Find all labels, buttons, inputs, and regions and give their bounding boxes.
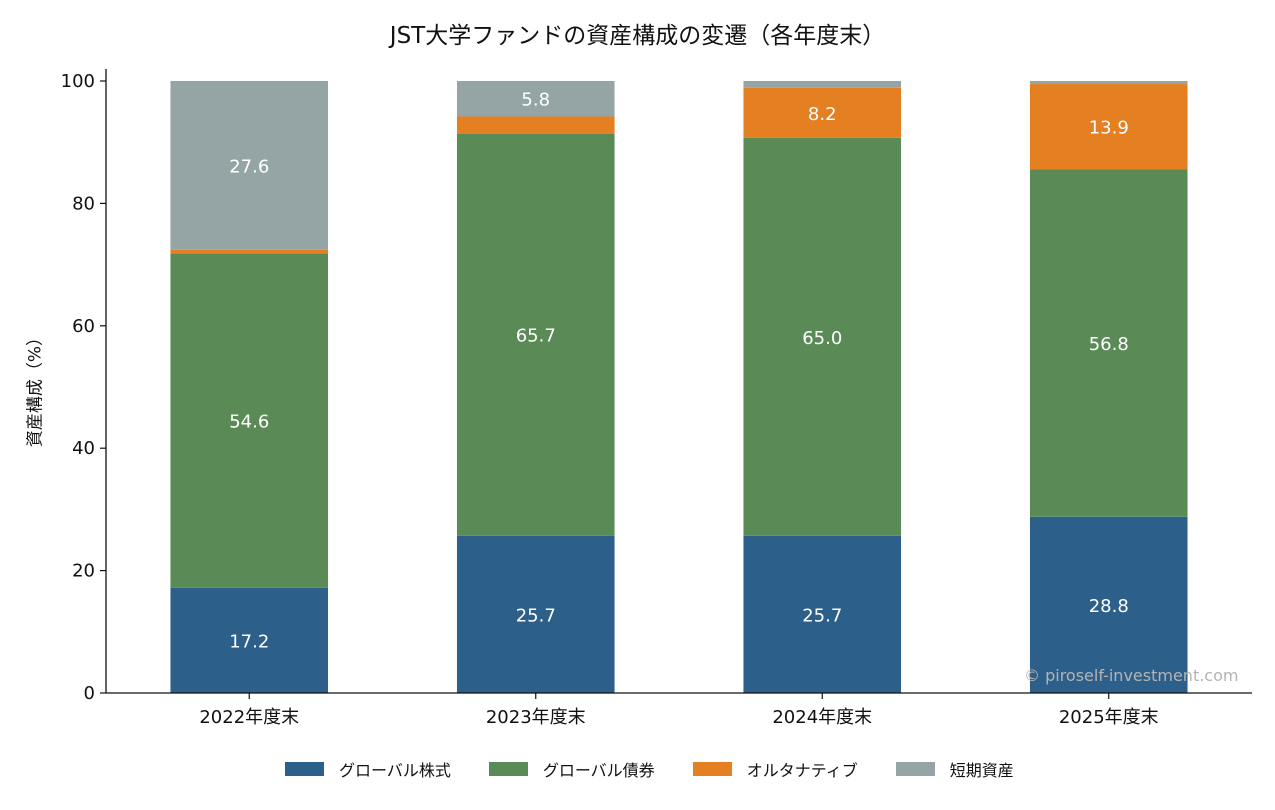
y-tick-label: 0 — [84, 683, 95, 704]
data-label: 17.2 — [229, 631, 269, 652]
legend-item: 短期資産 — [895, 757, 1014, 781]
legend-label: グローバル債券 — [542, 761, 655, 780]
y-tick-label: 80 — [72, 193, 95, 214]
data-label: 54.6 — [229, 412, 269, 433]
bar-segment — [456, 81, 615, 117]
legend-label: グローバル株式 — [339, 761, 451, 780]
bar-segment — [170, 249, 329, 254]
data-label: 56.8 — [1089, 334, 1129, 355]
legend-item: オルタナティブ — [692, 757, 858, 781]
bar-segment — [743, 535, 902, 693]
y-tick-label: 60 — [72, 316, 95, 337]
x-tick-label: 2023年度末 — [486, 707, 586, 728]
x-tick-label: 2024年度末 — [772, 707, 872, 728]
y-tick-label: 40 — [72, 438, 95, 459]
bar-segment — [456, 535, 615, 693]
bar-segment — [743, 87, 902, 138]
legend-item: グローバル債券 — [488, 757, 655, 781]
bar-segment — [170, 81, 329, 250]
bar-segment — [456, 133, 615, 536]
data-label: 27.6 — [229, 156, 269, 177]
data-label: 65.7 — [516, 326, 556, 347]
data-label: 5.8 — [521, 90, 550, 111]
bar-segment — [170, 253, 329, 588]
watermark: © piroself-investment.com — [1024, 666, 1239, 685]
y-tick-label: 20 — [72, 561, 95, 582]
legend-label: オルタナティブ — [746, 761, 858, 780]
data-label: 65.0 — [802, 328, 842, 349]
legend: グローバル株式 グローバル債券 オルタナティブ 短期資産 — [285, 758, 1014, 780]
bar-segment — [170, 587, 329, 693]
legend-swatch — [895, 762, 935, 776]
bar-segment — [1029, 81, 1188, 85]
bar-segment — [743, 137, 902, 536]
data-label: 13.9 — [1089, 118, 1129, 139]
data-label: 25.7 — [802, 605, 842, 626]
data-label: 28.8 — [1089, 596, 1129, 617]
x-tick-label: 2025年度末 — [1059, 707, 1159, 728]
data-label: 8.2 — [808, 104, 837, 125]
chart-title: JST大学ファンドの資産構成の変遷（各年度末） — [389, 23, 886, 49]
data-label: 25.7 — [516, 605, 556, 626]
bar-segment — [456, 116, 615, 134]
legend-swatch — [692, 762, 732, 776]
y-tick-label: 100 — [61, 71, 95, 92]
legend-swatch — [285, 762, 324, 776]
bar-segment — [1029, 84, 1188, 170]
bar-segment — [743, 81, 902, 88]
legend-item: グローバル株式 — [285, 757, 451, 781]
bar-segment — [1029, 516, 1188, 693]
legend-label: 短期資産 — [949, 761, 1014, 780]
legend-swatch — [488, 762, 528, 776]
bar-segment — [1029, 169, 1188, 517]
x-tick-label: 2022年度末 — [199, 707, 299, 728]
